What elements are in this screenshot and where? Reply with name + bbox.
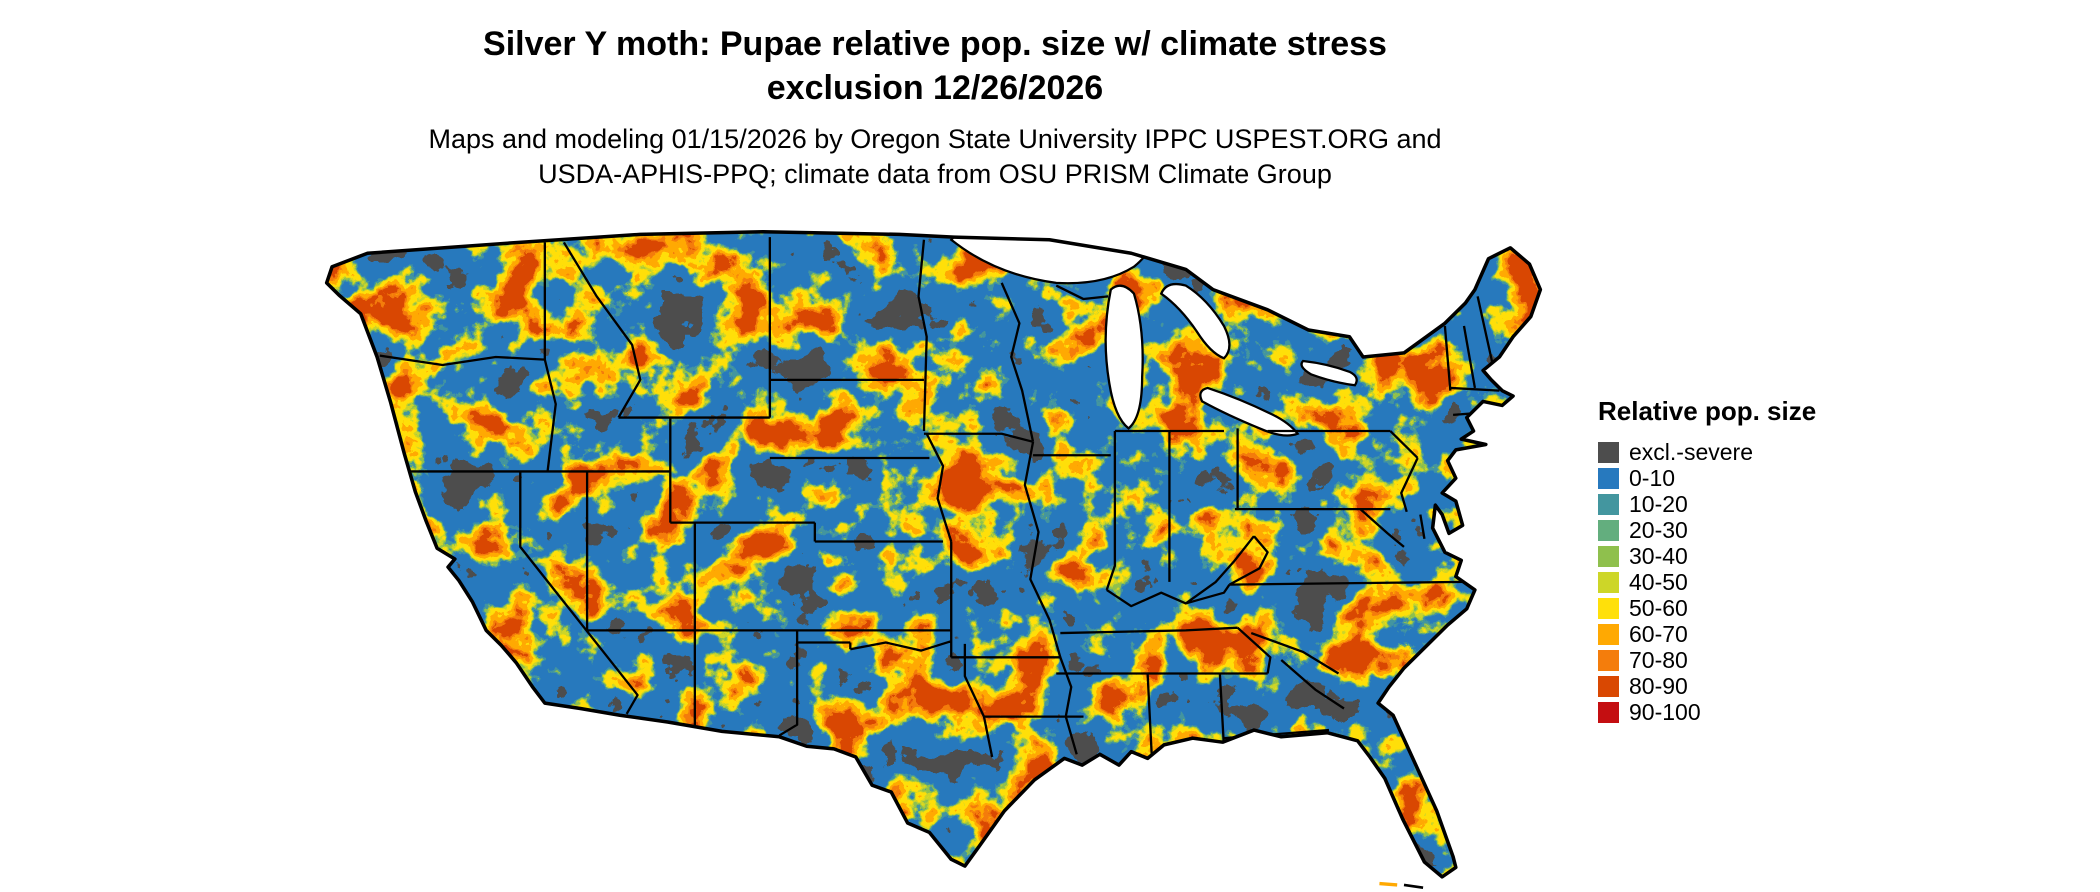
legend-swatch — [1598, 571, 1619, 593]
legend-swatch — [1598, 441, 1619, 463]
legend-title: Relative pop. size — [1598, 396, 1817, 426]
legend: Relative pop. size excl.-severe 0-10 10-… — [1598, 396, 1898, 725]
page-subtitle-line2: USDA-APHIS-PPQ; climate data from OSU PR… — [538, 159, 1332, 189]
legend-item-label: 40-50 — [1629, 569, 1688, 595]
legend-item: 0-10 — [1598, 465, 1898, 491]
legend-swatch — [1598, 545, 1619, 567]
legend-item-label: 50-60 — [1629, 595, 1688, 621]
legend-item-label: 90-100 — [1629, 699, 1701, 725]
legend-swatch — [1598, 597, 1619, 619]
legend-item: 30-40 — [1598, 543, 1898, 569]
legend-item-label: 60-70 — [1629, 621, 1688, 647]
legend-swatch — [1598, 493, 1619, 515]
page-title-line2: exclusion 12/26/2026 — [766, 69, 1104, 107]
legend-item: 80-90 — [1598, 673, 1898, 699]
lake-michigan-shape — [1104, 284, 1144, 430]
legend-item-label: excl.-severe — [1629, 439, 1753, 465]
legend-item-label: 70-80 — [1629, 647, 1688, 673]
legend-item-label: 0-10 — [1629, 465, 1676, 491]
legend-swatch — [1598, 467, 1619, 489]
legend-swatch — [1598, 519, 1619, 541]
legend-swatch — [1598, 675, 1619, 697]
legend-item: 90-100 — [1598, 699, 1898, 725]
legend-swatch — [1598, 701, 1619, 723]
legend-item: 50-60 — [1598, 595, 1898, 621]
legend-item-label: 80-90 — [1629, 673, 1688, 699]
us-map — [313, 229, 1554, 889]
state-borders — [379, 237, 1500, 758]
raster-noise — [326, 231, 1541, 877]
lake-erie-shape — [1199, 386, 1300, 437]
page-subtitle: Maps and modeling 01/15/2026 by Oregon S… — [0, 122, 1870, 192]
us-outline — [324, 229, 1543, 879]
lake-huron-shape — [1159, 282, 1231, 360]
legend-item-label: 30-40 — [1629, 543, 1688, 569]
legend-item-label: 10-20 — [1629, 491, 1688, 517]
florida-keys — [1379, 881, 1424, 889]
legend-item: excl.-severe — [1598, 439, 1898, 465]
legend-item-label: 20-30 — [1629, 517, 1688, 543]
legend-swatch — [1598, 649, 1619, 671]
legend-item: 70-80 — [1598, 647, 1898, 673]
us-map-svg — [324, 229, 1543, 889]
legend-item: 20-30 — [1598, 517, 1898, 543]
page-subtitle-line1: Maps and modeling 01/15/2026 by Oregon S… — [428, 124, 1442, 154]
page-title: Silver Y moth: Pupae relative pop. size … — [0, 22, 1870, 110]
legend-item: 40-50 — [1598, 569, 1898, 595]
raster-layer — [326, 231, 1541, 877]
legend-item: 60-70 — [1598, 621, 1898, 647]
legend-item: 10-20 — [1598, 491, 1898, 517]
page-title-line1: Silver Y moth: Pupae relative pop. size … — [483, 25, 1387, 63]
legend-swatch — [1598, 623, 1619, 645]
lake-ontario-shape — [1300, 359, 1358, 387]
